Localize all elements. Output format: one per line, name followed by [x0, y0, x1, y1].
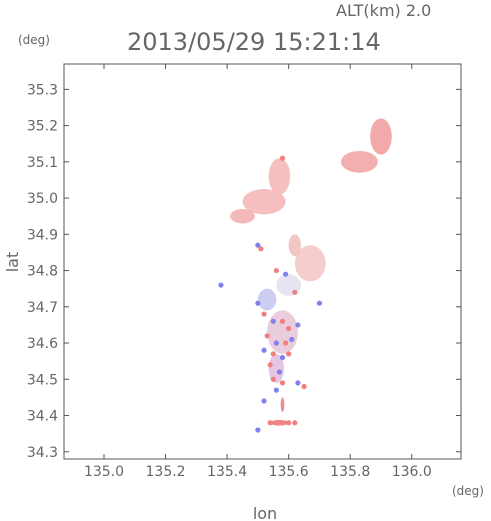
data-point-22 [271, 377, 276, 382]
data-point-25 [301, 384, 306, 389]
y-tick-label-2: 34.5 [27, 372, 58, 388]
data-point-23 [280, 380, 285, 385]
data-point-17 [271, 351, 276, 356]
data-point-31 [292, 420, 297, 425]
data-point-3 [274, 268, 279, 273]
data-point-27 [261, 398, 266, 403]
x-tick-label-5: 136.0 [392, 464, 432, 480]
y-tick-label-7: 35.0 [27, 191, 58, 207]
data-point-12 [265, 333, 270, 338]
data-point-7 [261, 311, 266, 316]
echo-region-2 [230, 209, 255, 223]
data-point-30 [286, 420, 291, 425]
data-point-19 [286, 351, 291, 356]
data-point-16 [261, 348, 266, 353]
chart-title: 2013/05/29 15:21:14 [127, 28, 381, 56]
blob-layer [230, 118, 392, 425]
echo-region-12 [281, 397, 285, 411]
y-tick-label-5: 34.8 [27, 264, 58, 280]
data-point-5 [292, 290, 297, 295]
data-point-29 [268, 420, 273, 425]
data-point-20 [268, 362, 273, 367]
data-point-11 [295, 322, 300, 327]
x-tick-label-2: 135.4 [207, 464, 247, 480]
data-point-0 [280, 156, 285, 161]
echo-region-1 [269, 158, 291, 194]
y-tick-label-6: 34.9 [27, 227, 58, 243]
x-unit-label: (deg) [452, 484, 484, 498]
data-point-4 [283, 272, 288, 277]
y-axis-label: lat [3, 252, 22, 273]
y-tick-label-3: 34.6 [27, 336, 58, 352]
altitude-label: ALT(km) 2.0 [336, 1, 431, 20]
y-tick-label-0: 34.3 [27, 445, 58, 461]
data-point-14 [283, 340, 288, 345]
data-point-9 [280, 319, 285, 324]
x-axis-label: lon [253, 504, 277, 521]
data-point-2 [258, 246, 263, 251]
echo-region-9 [267, 310, 298, 353]
data-point-18 [280, 355, 285, 360]
y-tick-label-10: 35.3 [27, 82, 58, 98]
y-unit-label: (deg) [18, 33, 50, 47]
data-point-26 [274, 388, 279, 393]
data-point-10 [286, 326, 291, 331]
tick-layer: 135.0 135.2 135.4 135.6 135.8 136.0 34.3 34.4 34… [27, 64, 461, 480]
echo-region-6 [289, 234, 301, 256]
echo-region-4 [370, 118, 392, 154]
data-point-21 [277, 369, 282, 374]
echo-region-11 [270, 420, 288, 426]
y-tick-label-1: 34.4 [27, 409, 58, 425]
x-tick-label-4: 135.8 [330, 464, 370, 480]
data-point-15 [289, 337, 294, 342]
x-tick-label-1: 135.2 [146, 464, 186, 480]
data-point-33 [317, 301, 322, 306]
data-point-24 [295, 380, 300, 385]
echo-region-3 [341, 151, 378, 173]
data-point-13 [274, 340, 279, 345]
y-tick-label-4: 34.7 [27, 300, 58, 316]
echo-region-8 [258, 289, 276, 311]
y-tick-label-8: 35.1 [27, 155, 58, 171]
data-point-28 [255, 427, 260, 432]
x-tick-label-3: 135.6 [269, 464, 309, 480]
data-point-32 [218, 282, 223, 287]
y-tick-label-9: 35.2 [27, 119, 58, 135]
data-point-8 [271, 319, 276, 324]
data-point-6 [255, 301, 260, 306]
x-tick-label-0: 135.0 [84, 464, 124, 480]
